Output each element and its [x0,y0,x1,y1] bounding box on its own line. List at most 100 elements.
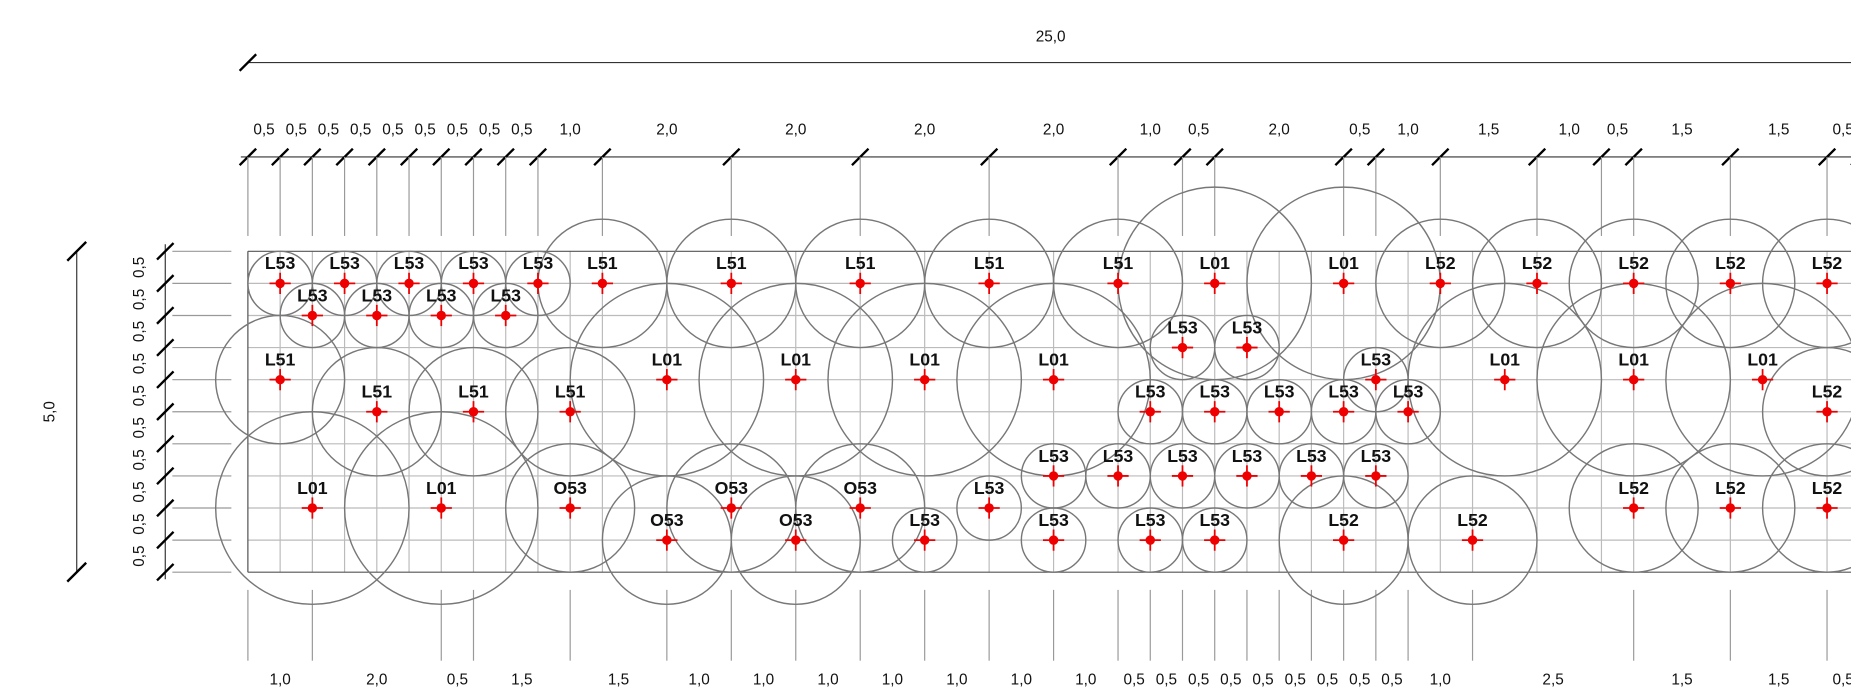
plant-label: L53 [1232,317,1263,337]
plant-point [1338,535,1349,545]
dim-label: 0,5 [447,671,468,688]
plant-label: L53 [458,253,489,273]
plant-spread [472,282,539,349]
plant-spread [1214,314,1280,381]
plant-point [1048,374,1059,385]
dim-tick [156,498,175,518]
dim-label: 1,0 [1011,671,1032,688]
dim-tick [156,531,175,550]
plant-label: L53 [1232,446,1263,466]
plant-point [919,374,930,385]
plant-point [1757,374,1768,385]
plant-point [855,278,865,289]
plant-label: L53 [1296,446,1327,466]
plant-spread [1761,346,1851,477]
dim-label: 1,5 [1768,122,1789,139]
plant-point [565,407,575,417]
plant-label: L53 [426,285,457,305]
plant-label: L01 [652,350,683,370]
dim-label: 1,0 [560,122,581,139]
plant-label: O53 [650,510,684,530]
plant-point [1242,471,1252,481]
plant-point [1145,535,1155,545]
total-height-label: 5,0 [41,401,58,422]
plant-label: L01 [909,350,940,370]
dim-tick [156,466,175,486]
total-width-label: 25,0 [1036,28,1066,45]
plant-label: L53 [909,510,940,530]
dim-label: 1,5 [608,671,629,688]
plant-label: L53 [1038,446,1069,466]
plant-label: L01 [297,478,328,498]
dim-label: 0,5 [1188,122,1209,139]
dim-label: 0,5 [1832,671,1851,688]
plant-label: L52 [1618,478,1649,498]
plant-point [1822,503,1832,513]
dim-label: 0,5 [1252,671,1273,688]
plant-label: L51 [458,382,489,402]
plant-label: L53 [265,253,296,273]
plant-label: L53 [362,285,393,305]
plant-label: L53 [1167,446,1198,466]
dim-label: 0,5 [131,417,148,438]
plant-point [919,535,930,545]
dim-label: 1,0 [882,671,903,688]
dim-label: 2,0 [656,122,677,139]
dim-label: 0,5 [1607,122,1628,139]
plant-label: L51 [974,253,1005,273]
plant-label: L51 [265,350,296,370]
plant-point [307,503,318,513]
dim-tick [238,53,257,72]
dim-label: 0,5 [131,257,148,278]
dim-label: 0,5 [131,353,148,374]
plant-label: L01 [781,350,812,370]
dim-label: 0,5 [1832,122,1851,139]
dim-label: 0,5 [447,122,468,139]
plant-spread [1761,443,1851,573]
plant-point [1371,374,1381,385]
dim-label: 0,5 [253,122,274,139]
plant-point [1822,278,1832,289]
dim-label: 2,0 [1269,122,1290,139]
plant-point [307,310,318,321]
plant-label: L52 [1522,253,1553,273]
plant-label: L01 [1618,350,1649,370]
plant-point [597,278,608,289]
plant-point [791,374,801,385]
plant-point [1500,374,1510,385]
plant-label: L52 [1328,510,1359,530]
plant-point [1371,471,1381,481]
plant-label: L53 [1361,446,1392,466]
plant-point [436,310,446,321]
plant-point [275,278,285,289]
plant-point [1209,407,1220,417]
plant-point [468,407,479,417]
dim-label: 0,5 [511,122,532,139]
dim-label: 1,0 [1559,122,1580,139]
plant-point [1725,503,1736,513]
plant-label: L53 [1199,510,1230,530]
plant-label: L53 [1103,446,1134,466]
plant-point [500,310,511,321]
dim-label: 0,5 [382,122,403,139]
plant-label: L51 [1103,253,1134,273]
plant-point [855,503,865,513]
plant-point [791,535,801,545]
dim-label: 0,5 [131,449,148,470]
plant-label: L52 [1425,253,1456,273]
plant-label: L01 [426,478,457,498]
plant-point [339,278,350,289]
plant-spread [1407,475,1538,605]
plant-spread [1181,507,1248,573]
plant-point [565,503,575,513]
plant-point [726,278,737,289]
dim-label: 1,0 [817,671,838,688]
dim-label: 2,0 [914,122,935,139]
dim-label: 1,5 [1478,122,1499,139]
dim-label: 2,0 [366,671,387,688]
plant-label: L53 [1328,382,1359,402]
plant-label: L52 [1812,382,1843,402]
dim-label: 0,5 [1123,671,1144,688]
